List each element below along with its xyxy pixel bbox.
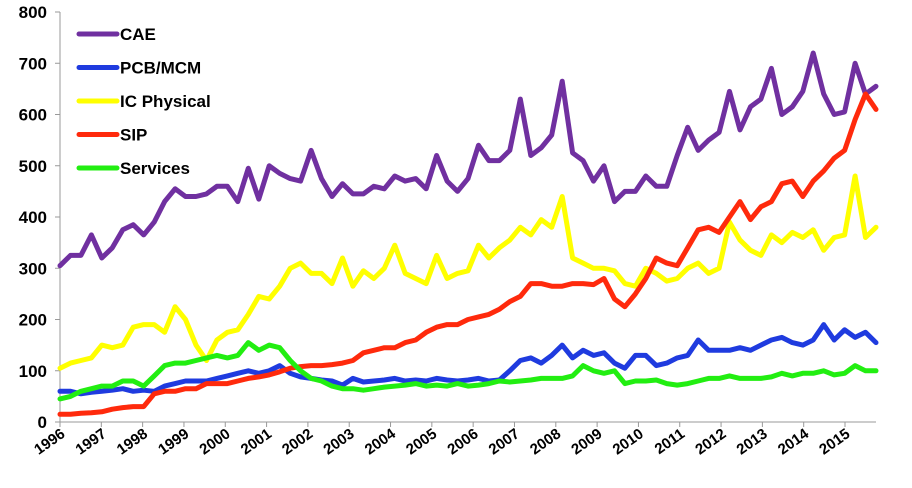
legend: CAE PCB/MCM IC Physical SIP Services [76,25,211,178]
legend-label: IC Physical [120,92,211,111]
legend-label: PCB/MCM [120,59,201,78]
legend-label: SIP [120,126,147,145]
y-tick-label: 200 [19,311,47,330]
series-line-cae [57,50,879,269]
y-tick-label: 500 [19,157,47,176]
y-tick-label: 700 [19,54,47,73]
series-line-services [57,340,879,402]
y-tick-label: 800 [19,3,47,22]
series-lines [57,50,879,417]
y-tick-label: 600 [19,106,47,125]
y-tick-labels: 0 100 200 300 400 500 600 700 800 [19,3,60,432]
legend-label: Services [120,159,190,178]
y-tick-label: 400 [19,208,47,227]
series-line-ic-physical [57,173,879,371]
y-tick-label: 0 [38,413,47,432]
y-tick-label: 100 [19,362,47,381]
y-tick-label: 300 [19,259,47,278]
legend-label: CAE [120,25,156,44]
series-line-sip [57,91,879,417]
series-line-pcb-mcm [57,322,879,397]
